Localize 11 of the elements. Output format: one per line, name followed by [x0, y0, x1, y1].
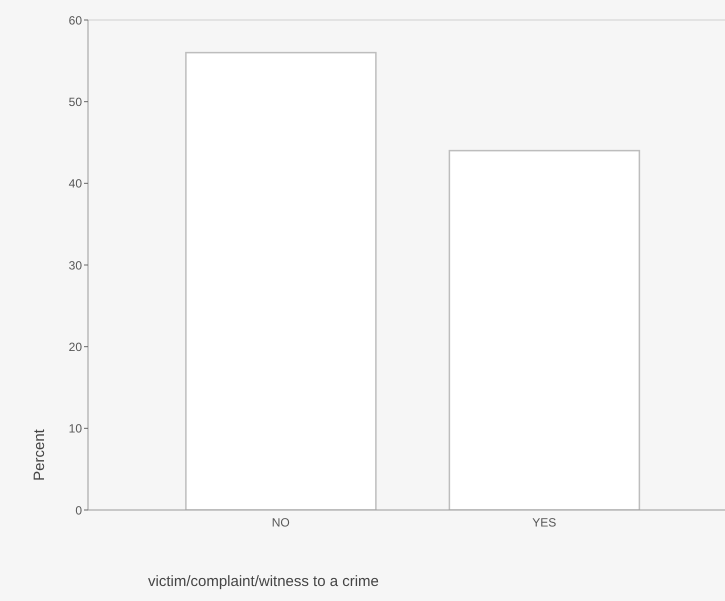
y-tick-label: 50 — [68, 94, 82, 109]
x-tick-label: YES — [532, 516, 556, 530]
y-axis-title: Percent — [31, 428, 48, 481]
y-tick-label: 30 — [68, 258, 82, 272]
y-tick-label: 20 — [68, 340, 82, 354]
y-tick-label: 10 — [68, 422, 82, 436]
y-tick-label: 0 — [75, 503, 82, 518]
x-axis-title: victim/complaint/witness to a crime — [148, 573, 379, 590]
x-tick-label: NO — [272, 516, 290, 530]
y-tick-label: 40 — [68, 176, 82, 191]
y-tick-label: 60 — [68, 13, 82, 28]
